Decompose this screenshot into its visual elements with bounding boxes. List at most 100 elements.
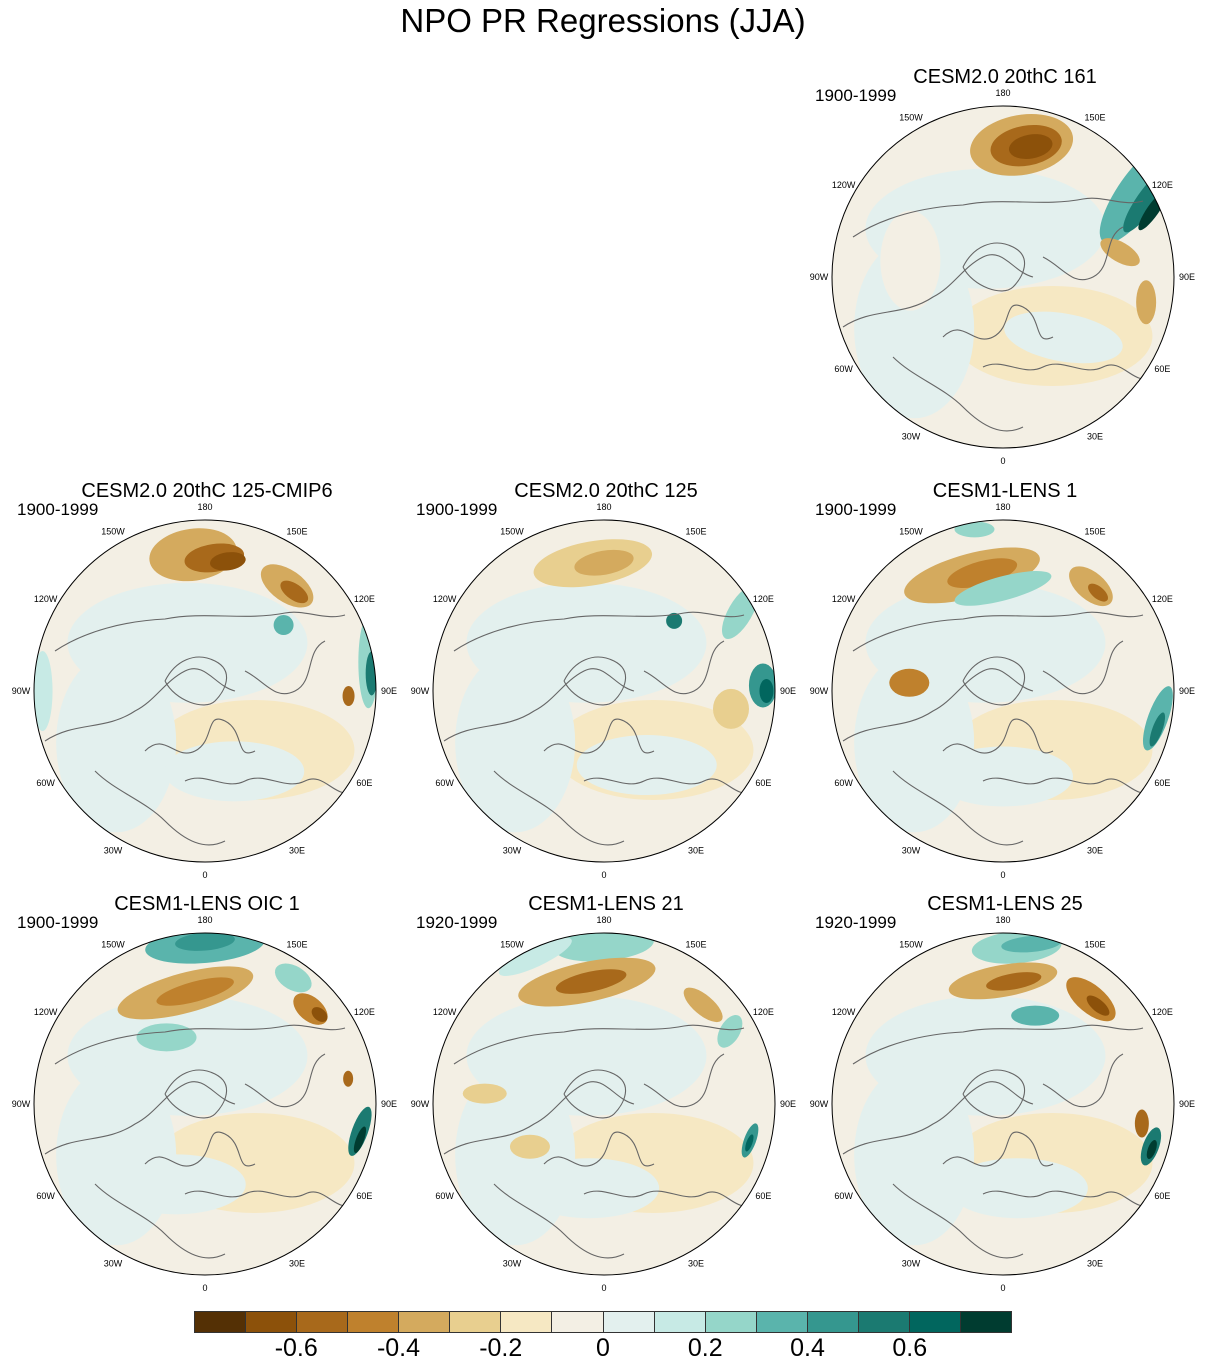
colorbar-box: [399, 1312, 451, 1332]
longitude-label: 180: [197, 915, 212, 925]
longitude-label: 60E: [356, 1191, 372, 1201]
panel-period: 1920-1999: [416, 913, 498, 932]
panel-title: CESM1-LENS OIC 1: [114, 893, 300, 915]
longitude-label: 120E: [354, 1007, 375, 1017]
map-field: [34, 520, 376, 862]
anomaly-patch: [884, 324, 965, 361]
coastlines: [44, 611, 356, 846]
polar-map: 180 150E 120E 90E 60E 30E 0 30W 60W 90W 120W 150W: [411, 915, 796, 1293]
longitude-label: 180: [197, 502, 212, 512]
anomaly-patch: [880, 210, 941, 311]
longitude-label: 150E: [1084, 527, 1105, 537]
longitude-label: 90E: [780, 1099, 796, 1109]
polar-map: 180 150E 120E 90E 60E 30E 0 30W 60W 90W 120W 150W: [12, 915, 397, 1293]
longitude-label: 90W: [810, 272, 829, 282]
longitude-label: 150W: [899, 113, 923, 123]
longitude-label: 0: [202, 870, 207, 880]
longitude-label: 180: [995, 88, 1010, 98]
longitude-label: 0: [1000, 870, 1005, 880]
anomaly-patch: [56, 652, 177, 833]
longitude-label: 60W: [834, 1191, 853, 1201]
polar-map: 180 150E 120E 90E 60E 30E 0 30W 60W 90W 120W 150W: [12, 502, 397, 880]
longitude-label: 30E: [289, 1258, 305, 1268]
colorbar-box: [807, 1312, 859, 1332]
panel-title: CESM1-LENS 21: [528, 893, 684, 915]
longitude-label: 120W: [433, 1007, 457, 1017]
anomaly-patch: [273, 615, 294, 636]
colorbar-box: [246, 1312, 298, 1332]
panel-title: CESM1-LENS 1: [932, 480, 1078, 502]
longitude-label: 90W: [411, 1099, 430, 1109]
anomaly-patch: [455, 652, 576, 833]
panel-period: 1900-1999: [815, 500, 897, 519]
longitude-label: 60W: [36, 1191, 55, 1201]
colorbar-box: [909, 1312, 961, 1332]
anomaly-patch: [280, 580, 309, 604]
anomaly-patch: [342, 686, 355, 707]
anomaly-patch: [574, 549, 634, 576]
anomaly-patch: [1011, 1005, 1060, 1026]
map-outline: [33, 519, 377, 863]
longitude-label: 30W: [902, 431, 921, 441]
colorbar-box: [858, 1312, 910, 1332]
longitude-label: 60W: [435, 1191, 454, 1201]
longitude-label: 150E: [286, 527, 307, 537]
longitude-label: 120W: [34, 594, 58, 604]
anomaly-patch: [56, 1065, 177, 1246]
longitude-label: 90E: [780, 686, 796, 696]
longitude-label: 30W: [503, 1258, 522, 1268]
colorbar-box: [603, 1312, 655, 1332]
panel-title: CESM1-LENS 25: [927, 893, 1083, 915]
colorbar-box: [501, 1312, 553, 1332]
colorbar-box: [348, 1312, 400, 1332]
map-outline: [33, 932, 377, 1276]
longitude-label: 30W: [104, 1258, 123, 1268]
panel-period: 1900-1999: [416, 500, 498, 519]
longitude-label: 120W: [34, 1007, 58, 1017]
coastlines: [842, 197, 1154, 432]
anomaly-patch: [713, 688, 750, 729]
polar-map: 180 150E 120E 90E 60E 30E 0 30W 60W 90W 120W 150W: [411, 502, 796, 880]
map-field: [832, 520, 1174, 862]
longitude-label: 60E: [1154, 778, 1170, 788]
anomaly-patch: [509, 1134, 550, 1159]
anomaly-patch: [1001, 935, 1062, 953]
anomaly-patch: [1004, 311, 1123, 364]
anomaly-patch: [136, 1023, 197, 1052]
longitude-label: 180: [596, 502, 611, 512]
colorbar-tick-label: 0.6: [892, 1334, 928, 1362]
anomaly-patch: [156, 977, 234, 1006]
longitude-label: 180: [995, 502, 1010, 512]
anomaly-patch: [717, 1014, 743, 1048]
anomaly-patch: [175, 933, 235, 951]
longitude-label: 60E: [356, 778, 372, 788]
anomaly-patch: [986, 972, 1042, 991]
anomaly-patch: [164, 741, 305, 802]
anomaly-patch: [274, 963, 312, 993]
anomaly-patch: [854, 1065, 975, 1246]
longitude-label: 60W: [834, 364, 853, 374]
longitude-label: 150E: [1084, 113, 1105, 123]
colorbar-box: [450, 1312, 502, 1332]
longitude-label: 150W: [101, 527, 125, 537]
longitude-label: 30E: [1087, 1258, 1103, 1268]
longitude-label: 60W: [435, 778, 454, 788]
panel-period: 1900-1999: [17, 500, 99, 519]
anomaly-patch: [1088, 583, 1108, 602]
polar-map: 180 150E 120E 90E 60E 30E 0 30W 60W 90W 120W 150W: [810, 502, 1195, 880]
map-panel: CESM2.0 20thC 125 1900-1999 180 150E 120E 90E…: [411, 480, 796, 880]
anomaly-patch: [1008, 134, 1053, 159]
anomaly-patch: [1086, 995, 1110, 1016]
map-panel: CESM2.0 20thC 125-CMIP6 1900-1999 180 150E 1…: [12, 480, 397, 880]
map-outline: [831, 519, 1175, 863]
anomaly-patch: [889, 668, 930, 697]
colorbar: [194, 1311, 1012, 1333]
longitude-label: 0: [202, 1283, 207, 1293]
coastlines: [44, 1024, 356, 1259]
colorbar-tick-label: -0.2: [479, 1334, 523, 1362]
colorbar-box: [552, 1312, 604, 1332]
colorbar-box: [654, 1312, 706, 1332]
anomaly-patch: [1149, 712, 1166, 747]
longitude-label: 0: [1000, 456, 1005, 466]
coastlines: [443, 611, 755, 846]
